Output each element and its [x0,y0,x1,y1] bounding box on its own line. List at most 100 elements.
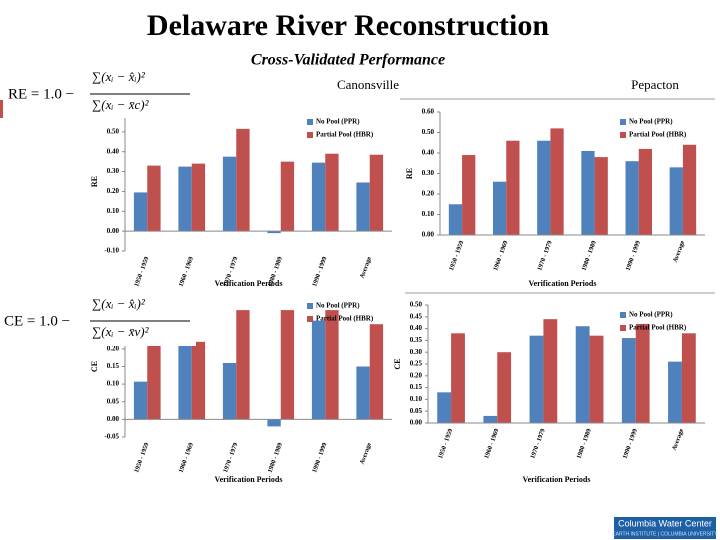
legend-label: Partial Pool (HBR) [316,131,374,139]
bar [222,362,237,420]
y-tick-label: 0.00 [410,419,423,427]
legend-label: Partial Pool (HBR) [316,315,374,323]
logo-name: Columbia Water Center [618,518,712,528]
formula-denominator: ∑(xᵢ − x̄c)² [92,97,150,112]
bar [311,162,326,232]
logo-box [614,517,716,539]
bar [589,335,604,423]
bar [669,167,683,235]
bar [543,319,558,423]
y-tick-label: 0.20 [422,190,435,198]
bar [280,310,295,420]
y-axis-label: RE [405,168,414,179]
bar [506,140,520,235]
y-tick-label: 0.40 [410,324,423,332]
slide-title: Delaware River Reconstruction [147,9,549,42]
bar [621,338,636,423]
y-tick-label: -0.10 [104,247,119,255]
y-tick-label: 0.30 [107,167,120,175]
bar [280,161,295,232]
y-tick-label: 0.15 [107,362,120,370]
bar [581,150,595,235]
y-tick-label: 0.45 [410,312,423,320]
y-tick-label: 0.05 [410,407,423,415]
formula-lhs: CE = 1.0 − [4,313,70,329]
formula-numerator: ∑(xᵢ − x̂ᵢ)² [92,69,146,84]
legend-swatch [620,325,626,331]
bar [594,157,608,235]
y-tick-label: 0.50 [107,127,120,135]
bar [529,335,544,423]
legend-swatch [620,312,626,318]
re-formula: RE = 1.0 − ∑(xᵢ − x̂ᵢ)² ∑(xᵢ − x̄c)² [0,62,196,118]
y-tick-label: 0.20 [107,187,120,195]
bar [133,192,148,232]
y-tick-label: 0.25 [410,360,423,368]
bar [462,155,476,235]
y-axis-label: RE [90,176,99,187]
y-tick-label: 0.10 [107,207,120,215]
legend-swatch [620,132,626,138]
bar [483,415,498,423]
bar [369,154,384,232]
y-tick-label: 0.50 [422,128,435,136]
legend-label: No Pool (PPR) [629,311,673,319]
y-axis-label: CE [393,358,402,369]
y-tick-label: 0.10 [107,380,120,388]
bar [325,153,339,232]
y-tick-label: 0.40 [107,147,120,155]
y-tick-label: 0.35 [410,336,423,344]
column-label: Canonsville [337,77,399,92]
bar [437,392,452,423]
formula-denominator: ∑(xᵢ − x̄v)² [92,324,150,339]
bar [178,345,192,420]
bar [325,310,339,420]
x-axis-label: Verification Periods [215,475,283,484]
bar [369,324,384,420]
legend-label: Partial Pool (HBR) [629,324,687,332]
formula-lhs: RE = 1.0 − [8,86,74,102]
y-tick-label: 0.05 [107,397,120,405]
logo: Columbia Water Center EARTH INSTITUTE | … [612,517,718,539]
bar [550,128,564,235]
bar [681,333,696,423]
y-axis-label: CE [90,361,99,372]
bar [191,341,206,420]
bar [236,310,250,420]
bar [537,140,551,235]
bar [178,166,192,232]
bar [356,366,370,420]
bar [682,144,697,235]
formula-numerator: ∑(xᵢ − x̂ᵢ)² [92,296,146,311]
bar [356,182,370,232]
y-tick-label: 0.30 [410,348,423,356]
bar [236,128,250,232]
y-tick-label: 0.40 [422,149,435,157]
legend-label: No Pool (PPR) [629,118,673,126]
bar [222,156,237,232]
bar [638,148,652,235]
bar [147,341,161,420]
ce-formula: CE = 1.0 − ∑(xᵢ − x̂ᵢ)² ∑(xᵢ − x̄v)² [0,290,196,346]
slide-subtitle: Cross-Validated Performance [251,52,445,69]
bar [267,231,281,234]
bar [267,419,281,427]
logo-tagline: EARTH INSTITUTE | COLUMBIA UNIVERSITY [612,531,718,537]
y-tick-label: 0.20 [107,344,120,352]
y-tick-label: 0.00 [107,227,120,235]
legend-label: No Pool (PPR) [316,118,360,126]
accent [0,100,3,118]
y-tick-label: 0.50 [410,301,423,309]
y-tick-label: 0.15 [410,383,423,391]
bar [311,320,326,420]
x-axis-label: Verification Periods [215,279,283,288]
bar [448,204,463,235]
bar [493,181,507,235]
legend-label: Partial Pool (HBR) [629,131,687,139]
y-tick-label: 0.00 [107,415,120,423]
formula-background [0,62,196,118]
legend-swatch [307,303,313,309]
x-axis-label: Verification Periods [523,475,591,484]
bar [497,352,512,423]
